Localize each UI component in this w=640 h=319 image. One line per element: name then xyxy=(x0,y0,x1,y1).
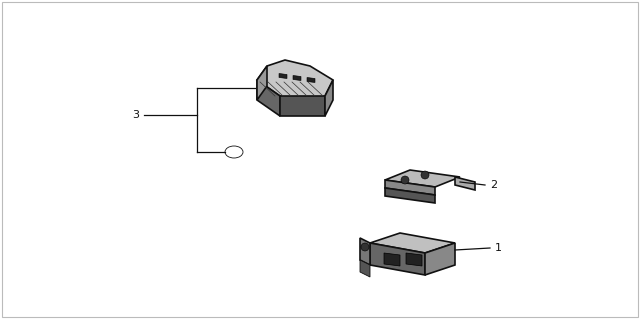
Text: 1: 1 xyxy=(495,243,502,253)
Polygon shape xyxy=(385,188,435,203)
Circle shape xyxy=(361,243,369,251)
Polygon shape xyxy=(455,177,475,190)
Polygon shape xyxy=(293,76,301,80)
Polygon shape xyxy=(279,73,287,78)
Polygon shape xyxy=(325,80,333,116)
Polygon shape xyxy=(360,260,370,277)
Text: 2: 2 xyxy=(490,180,497,190)
Polygon shape xyxy=(257,80,280,116)
Polygon shape xyxy=(384,253,400,266)
Polygon shape xyxy=(257,60,333,102)
Text: 3: 3 xyxy=(132,110,139,120)
Polygon shape xyxy=(425,243,455,275)
Polygon shape xyxy=(307,78,315,83)
Polygon shape xyxy=(360,238,370,265)
Polygon shape xyxy=(385,170,460,187)
Polygon shape xyxy=(370,243,425,275)
Polygon shape xyxy=(280,96,325,116)
Polygon shape xyxy=(406,253,422,266)
Polygon shape xyxy=(385,180,435,195)
Circle shape xyxy=(401,176,409,184)
Polygon shape xyxy=(370,233,455,253)
Ellipse shape xyxy=(225,146,243,158)
Circle shape xyxy=(421,171,429,179)
Polygon shape xyxy=(257,66,267,100)
